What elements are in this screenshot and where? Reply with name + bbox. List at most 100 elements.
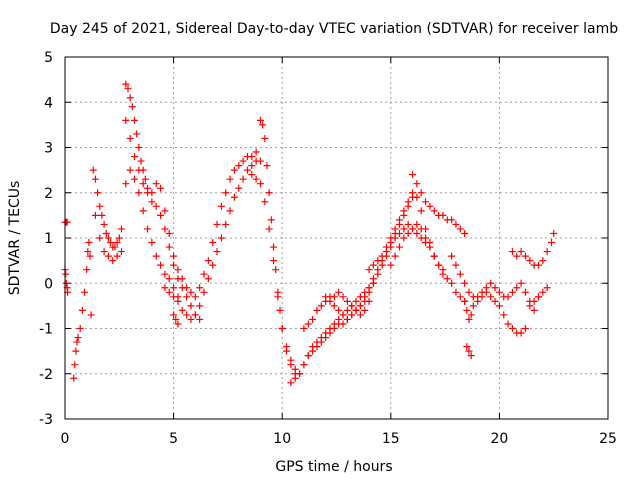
- data-point: [135, 189, 143, 197]
- data-point: [91, 175, 99, 183]
- data-point: [356, 311, 364, 319]
- data-point: [448, 252, 456, 260]
- data-point: [131, 175, 139, 183]
- data-point: [322, 293, 330, 301]
- data-point: [330, 293, 338, 301]
- data-point: [413, 180, 421, 188]
- data-point: [96, 234, 104, 242]
- data-point: [521, 288, 529, 296]
- data-point: [474, 297, 482, 305]
- data-point: [209, 261, 217, 269]
- data-point: [137, 157, 145, 165]
- data-point: [374, 257, 382, 265]
- data-point: [270, 257, 278, 265]
- data-point: [226, 207, 234, 215]
- data-point: [317, 302, 325, 310]
- data-point: [435, 261, 443, 269]
- data-point: [443, 275, 451, 283]
- x-tick-label: 5: [169, 431, 178, 447]
- data-point: [133, 130, 141, 138]
- data-point: [161, 225, 169, 233]
- data-points: [61, 80, 558, 387]
- data-point: [196, 284, 204, 292]
- data-point: [439, 211, 447, 219]
- series-12: [248, 171, 299, 378]
- data-point: [259, 121, 267, 129]
- data-point: [452, 288, 460, 296]
- data-point: [339, 311, 347, 319]
- data-point: [461, 279, 469, 287]
- data-point: [174, 320, 182, 328]
- data-point: [309, 347, 317, 355]
- data-point: [404, 229, 412, 237]
- data-point: [426, 243, 434, 251]
- data-point: [550, 229, 558, 237]
- series-16: [322, 220, 438, 323]
- data-point: [191, 311, 199, 319]
- data-point: [439, 270, 447, 278]
- data-point: [309, 315, 317, 323]
- y-tick-label: 5: [44, 50, 53, 66]
- data-point: [248, 171, 256, 179]
- data-point: [391, 252, 399, 260]
- data-point: [117, 225, 125, 233]
- data-point: [131, 153, 139, 161]
- data-point: [482, 284, 490, 292]
- data-point: [161, 270, 169, 278]
- data-point: [89, 166, 97, 174]
- chart-title: Day 245 of 2021, Sidereal Day-to-day VTE…: [50, 21, 618, 37]
- series-7: [122, 116, 204, 323]
- data-point: [413, 220, 421, 228]
- data-point: [465, 288, 473, 296]
- data-point: [382, 243, 390, 251]
- y-tick-labels: -3 -2 -1 0 1 2 3 4 5: [39, 50, 53, 428]
- data-point: [304, 320, 312, 328]
- series-6: [122, 80, 264, 301]
- data-point: [495, 288, 503, 296]
- data-point: [152, 202, 160, 210]
- data-point: [348, 302, 356, 310]
- data-point: [478, 293, 486, 301]
- data-point: [409, 225, 417, 233]
- data-point: [487, 293, 495, 301]
- data-point: [422, 234, 430, 242]
- data-point: [178, 284, 186, 292]
- data-point: [261, 134, 269, 142]
- data-point: [530, 306, 538, 314]
- data-point: [276, 306, 284, 314]
- data-point: [413, 229, 421, 237]
- data-point: [165, 229, 173, 237]
- data-point: [62, 270, 70, 278]
- data-point: [196, 302, 204, 310]
- data-point: [313, 343, 321, 351]
- data-point: [365, 266, 373, 274]
- series-9: [161, 157, 260, 323]
- data-point: [400, 207, 408, 215]
- data-point: [107, 239, 115, 247]
- data-point: [426, 202, 434, 210]
- data-point: [422, 198, 430, 206]
- data-point: [230, 166, 238, 174]
- data-point: [404, 198, 412, 206]
- data-point: [391, 225, 399, 233]
- data-point: [356, 302, 364, 310]
- data-point: [178, 306, 186, 314]
- data-point: [352, 306, 360, 314]
- data-point: [230, 193, 238, 201]
- data-point: [204, 257, 212, 265]
- data-point: [387, 261, 395, 269]
- data-point: [141, 175, 149, 183]
- data-point: [339, 293, 347, 301]
- data-point: [300, 361, 308, 369]
- data-point: [62, 279, 70, 287]
- series-10: [170, 311, 182, 328]
- data-point: [348, 311, 356, 319]
- data-point: [102, 229, 110, 237]
- data-point: [239, 157, 247, 165]
- data-point: [322, 334, 330, 342]
- data-point: [395, 229, 403, 237]
- data-point: [378, 252, 386, 260]
- data-point: [209, 239, 217, 247]
- data-point: [335, 288, 343, 296]
- data-point: [70, 374, 78, 382]
